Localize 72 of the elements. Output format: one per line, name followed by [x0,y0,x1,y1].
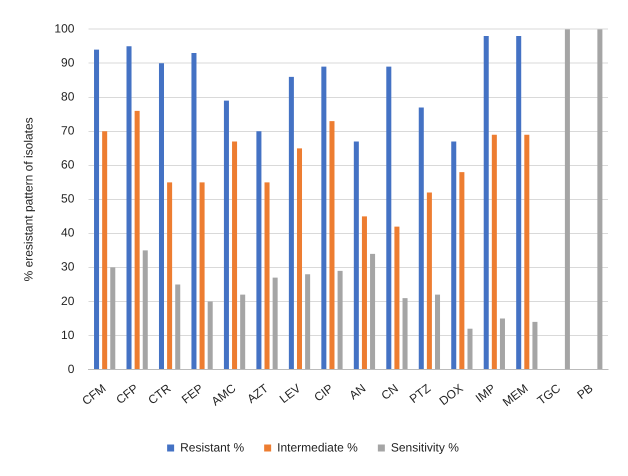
y-tick-label: 100 [54,22,75,36]
x-tick-label: AN [346,381,368,402]
y-tick-label: 70 [61,124,75,138]
bar [329,121,334,370]
y-axis-title: % eresistant pattern of isolates [22,117,36,282]
bar [434,294,440,370]
bar [288,76,294,370]
bar [224,100,229,370]
bar [418,107,424,370]
bar [362,216,367,370]
y-tick-label: 10 [61,328,75,342]
y-tick-label: 20 [61,294,75,308]
bar [459,172,464,370]
bar [492,134,497,370]
x-tick-label: CFM [79,381,108,408]
bar [232,142,238,370]
y-tick-label: 0 [68,362,75,376]
bar [142,250,148,370]
bar [321,66,326,370]
x-tick-label: TGC [534,380,564,408]
y-tick-label: 80 [61,90,75,104]
bar [200,182,205,370]
bar [134,110,140,370]
bar [500,318,505,370]
x-tick-label: CN [378,381,401,403]
bar [208,301,213,370]
bar [394,226,400,370]
y-tick-label: 60 [61,158,75,172]
x-tick-label: CFP [113,381,141,407]
bar [94,50,100,370]
bar [354,142,359,370]
bar [167,182,172,370]
bar [426,192,432,370]
bar [264,182,270,370]
bar [256,131,262,370]
legend-label: Intermediate % [277,440,358,454]
bar [467,328,473,370]
bar [126,46,132,370]
legend-label: Resistant % [180,440,244,454]
bar [191,53,196,370]
bar [516,36,522,370]
y-tick-label: 30 [61,260,75,274]
bar [296,148,302,370]
bar [338,270,343,370]
bar [102,131,108,370]
bar [110,267,116,370]
bar [158,63,164,370]
bar [484,36,489,370]
x-tick-label: IMP [472,381,498,406]
x-tick-label: PB [574,381,596,402]
x-tick-label: CTR [145,380,174,408]
x-tick-label: PTZ [406,381,434,406]
legend-label: Sensitivity % [390,440,460,454]
x-tick-label: FEP [178,381,206,406]
x-tick-label: AZT [244,380,272,406]
bar [305,274,310,370]
bar [564,29,570,370]
bar [597,29,602,370]
x-tick-label: CIP [311,381,336,404]
y-tick-label: 40 [61,226,75,240]
bar [272,278,278,370]
bar [175,284,180,370]
y-tick-label: 90 [61,56,75,70]
bar [402,298,408,370]
bar [386,66,392,370]
x-tick-label: LEV [276,381,304,406]
bar [370,254,376,370]
y-tick-label: 50 [61,192,75,206]
bar [240,294,246,370]
bar [532,322,538,370]
bar [524,134,530,370]
bar [451,142,456,370]
